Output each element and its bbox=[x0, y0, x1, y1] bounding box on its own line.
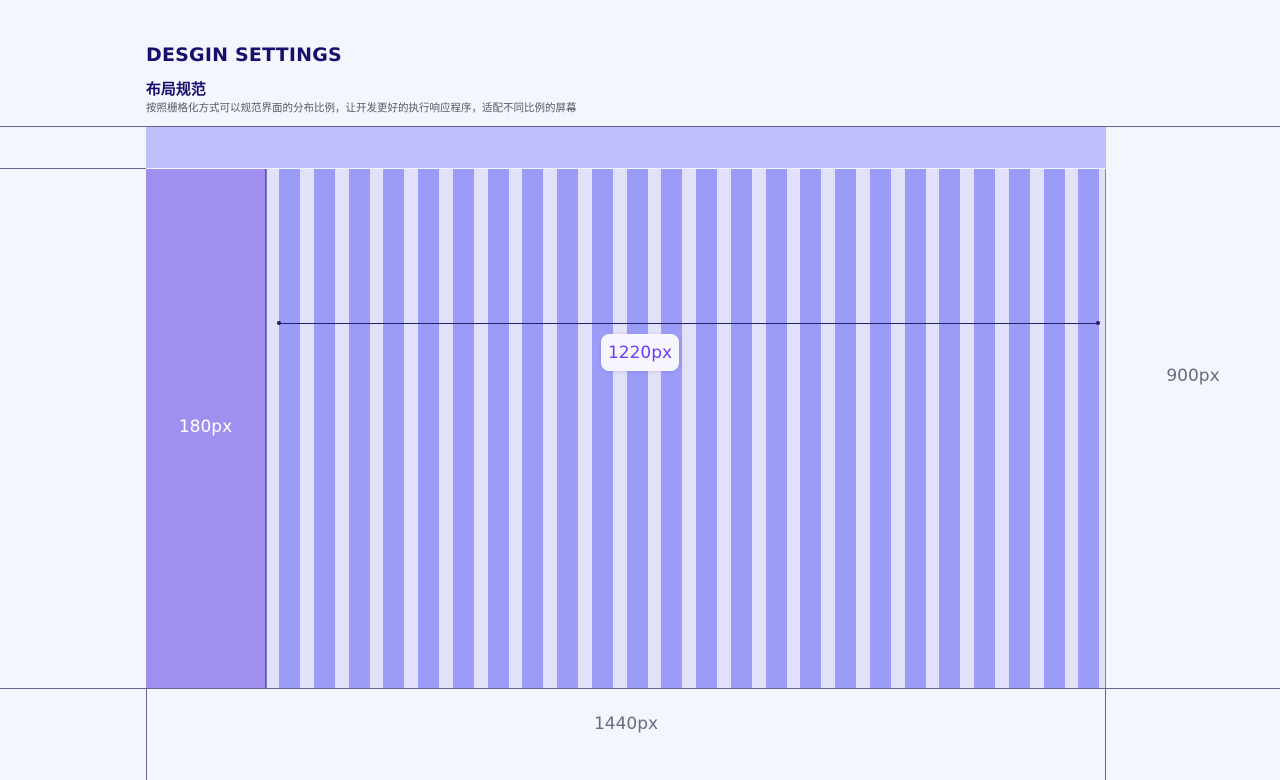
grid-left-edge bbox=[266, 169, 267, 688]
grid-column bbox=[696, 169, 717, 688]
grid-column bbox=[730, 169, 752, 688]
page-title: DESGIN SETTINGS bbox=[146, 44, 342, 66]
guide-line-left bbox=[146, 688, 147, 780]
grid-column bbox=[452, 169, 474, 688]
grid-column bbox=[591, 169, 613, 688]
grid-column bbox=[765, 169, 787, 688]
grid-right-edge bbox=[1105, 169, 1106, 688]
grid-column bbox=[1078, 169, 1100, 688]
layout-content-grid bbox=[266, 169, 1106, 688]
measure-start-dot bbox=[277, 321, 281, 325]
grid-column bbox=[626, 169, 648, 688]
section-description: 按照栅格化方式可以规范界面的分布比例，让开发更好的执行响应程序，适配不同比例的屏… bbox=[146, 102, 577, 114]
guide-line-bottom bbox=[0, 688, 1280, 689]
grid-column bbox=[348, 169, 370, 688]
page-width-label: 1440px bbox=[593, 714, 659, 734]
layout-sidebar bbox=[146, 169, 266, 688]
page-height-label: 900px bbox=[1166, 366, 1220, 386]
guide-line-top bbox=[0, 126, 1280, 127]
content-width-measure-line bbox=[279, 323, 1098, 324]
grid-column bbox=[661, 169, 683, 688]
grid-column bbox=[800, 169, 822, 688]
section-subtitle: 布局规范 bbox=[146, 80, 207, 98]
sidebar-width-label: 180px bbox=[178, 417, 233, 437]
measure-end-dot bbox=[1096, 321, 1100, 325]
grid-column bbox=[835, 169, 856, 688]
grid-column bbox=[279, 169, 300, 688]
grid-column bbox=[383, 169, 405, 688]
grid-column bbox=[1008, 169, 1030, 688]
grid-columns bbox=[266, 169, 1106, 688]
grid-column bbox=[313, 169, 335, 688]
grid-column bbox=[904, 169, 926, 688]
grid-column bbox=[869, 169, 891, 688]
grid-column bbox=[939, 169, 961, 688]
grid-column bbox=[418, 169, 439, 688]
grid-column bbox=[1043, 169, 1065, 688]
grid-column bbox=[557, 169, 578, 688]
grid-column bbox=[487, 169, 509, 688]
layout-header-band bbox=[146, 127, 1106, 168]
guide-line-right bbox=[1105, 688, 1106, 780]
guide-line-header-bottom-left bbox=[0, 168, 146, 169]
grid-column bbox=[974, 169, 995, 688]
grid-column bbox=[522, 169, 544, 688]
content-width-label: 1220px bbox=[601, 334, 679, 371]
